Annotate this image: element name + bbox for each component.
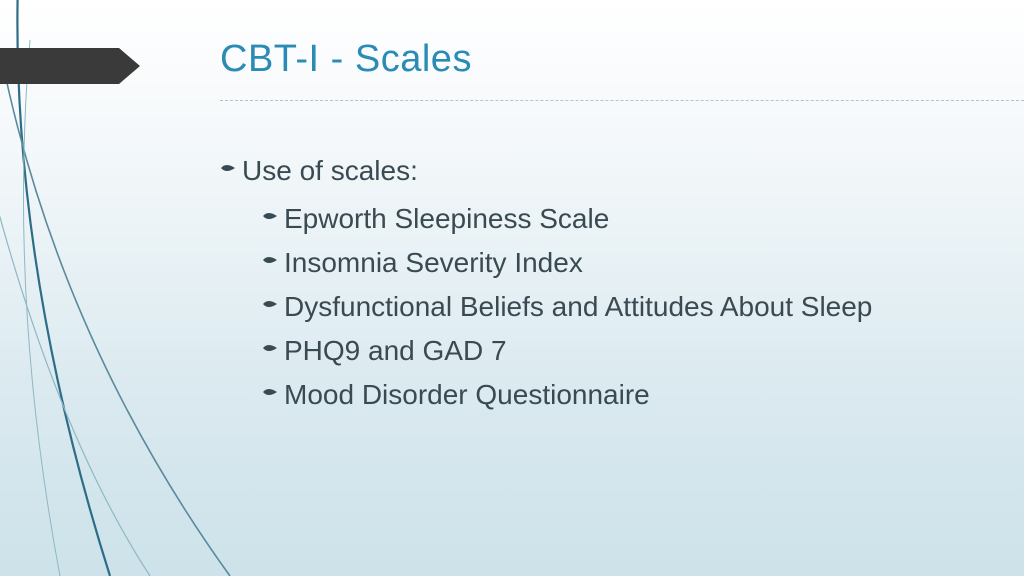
slide: CBT-I - Scales Use of scales: Epworth Sl… bbox=[0, 0, 1024, 576]
leaf-bullet-icon bbox=[262, 198, 284, 224]
leaf-bullet-icon bbox=[220, 150, 242, 176]
list-item-label: Dysfunctional Beliefs and Attitudes Abou… bbox=[284, 286, 940, 328]
sub-list: Epworth Sleepiness Scale Insomnia Severi… bbox=[262, 198, 940, 416]
title-arrow-banner bbox=[0, 48, 140, 84]
list-item-label: Use of scales: bbox=[242, 150, 940, 192]
list-item: Insomnia Severity Index bbox=[262, 242, 940, 284]
leaf-bullet-icon bbox=[262, 330, 284, 356]
slide-title: CBT-I - Scales bbox=[220, 38, 472, 81]
list-item-label: Insomnia Severity Index bbox=[284, 242, 940, 284]
list-item-label: Epworth Sleepiness Scale bbox=[284, 198, 940, 240]
content-area: Use of scales: Epworth Sleepiness Scale … bbox=[220, 150, 940, 418]
list-item: Mood Disorder Questionnaire bbox=[262, 374, 940, 416]
title-divider bbox=[220, 100, 1024, 101]
list-item-label: Mood Disorder Questionnaire bbox=[284, 374, 940, 416]
list-item: Dysfunctional Beliefs and Attitudes Abou… bbox=[262, 286, 940, 328]
leaf-bullet-icon bbox=[262, 286, 284, 312]
list-item: Epworth Sleepiness Scale bbox=[262, 198, 940, 240]
leaf-bullet-icon bbox=[262, 242, 284, 268]
list-item-label: PHQ9 and GAD 7 bbox=[284, 330, 940, 372]
leaf-bullet-icon bbox=[262, 374, 284, 400]
list-item: Use of scales: bbox=[220, 150, 940, 192]
list-item: PHQ9 and GAD 7 bbox=[262, 330, 940, 372]
